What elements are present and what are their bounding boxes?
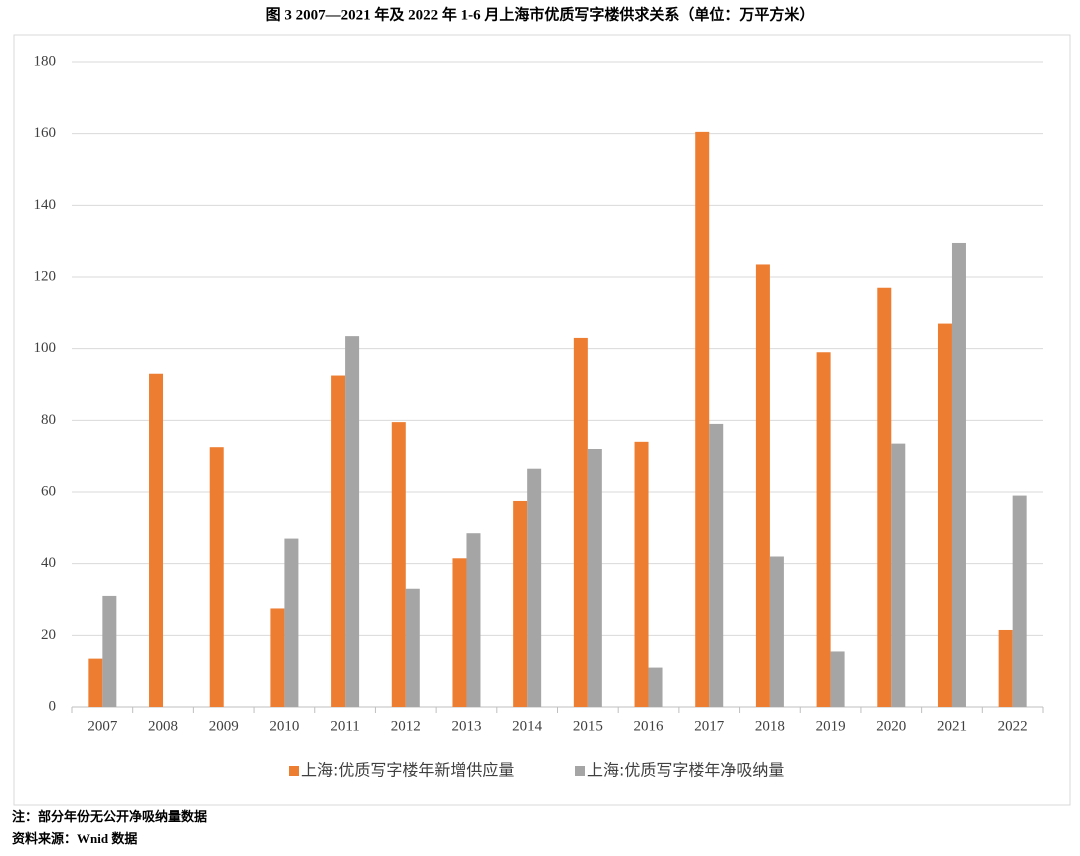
x-tick-label: 2014 (512, 718, 543, 734)
bar (331, 375, 346, 707)
bar (270, 608, 285, 707)
y-tick-label: 140 (34, 197, 57, 213)
y-tick-label: 20 (41, 627, 56, 643)
legend-label: 上海:优质写字楼年净吸纳量 (587, 761, 784, 780)
bar (709, 423, 724, 707)
x-tick-label: 2020 (876, 718, 906, 734)
x-tick-label: 2010 (269, 718, 299, 734)
bar (284, 538, 299, 707)
bar (755, 264, 770, 707)
bar (466, 533, 481, 707)
x-tick-label: 2017 (694, 718, 725, 734)
bar (951, 242, 966, 708)
y-tick-label: 100 (34, 340, 57, 356)
x-tick-label: 2007 (87, 718, 118, 734)
y-tick-label: 40 (41, 555, 56, 571)
bar (998, 629, 1013, 707)
legend-label: 上海:优质写字楼年新增供应量 (301, 761, 514, 780)
x-tick-label: 2013 (451, 718, 481, 734)
chart-title: 图 3 2007—2021 年及 2022 年 1-6 月上海市优质写字楼供求关… (266, 5, 815, 23)
x-tick-label: 2008 (148, 718, 178, 734)
x-tick-label: 2012 (391, 718, 421, 734)
y-tick-label: 60 (41, 483, 56, 499)
y-tick-label: 0 (49, 698, 57, 714)
footnote: 资料来源：Wnid 数据 (12, 831, 137, 846)
bar (405, 588, 420, 707)
bar (769, 556, 784, 707)
bar (102, 595, 117, 707)
bar (391, 422, 406, 707)
x-tick-label: 2021 (937, 718, 967, 734)
x-tick-label: 2022 (998, 718, 1028, 734)
y-tick-label: 160 (34, 125, 57, 141)
x-tick-label: 2018 (755, 718, 785, 734)
x-tick-label: 2016 (634, 718, 665, 734)
x-tick-label: 2015 (573, 718, 603, 734)
bar (937, 323, 952, 707)
bar (452, 558, 467, 707)
y-tick-label: 80 (41, 412, 56, 428)
bar (1012, 495, 1027, 707)
x-tick-label: 2019 (816, 718, 846, 734)
y-tick-label: 180 (34, 53, 57, 69)
legend-swatch (575, 766, 585, 776)
bar (587, 449, 602, 707)
bar (816, 352, 831, 707)
bar (573, 337, 588, 707)
bar (209, 447, 224, 707)
bar (891, 443, 906, 707)
x-tick-label: 2009 (209, 718, 239, 734)
x-tick-label: 2011 (330, 718, 359, 734)
chart-frame (13, 34, 1071, 806)
bar (830, 651, 845, 707)
bar (345, 336, 360, 707)
footnote: 注：部分年份无公开净吸纳量数据 (12, 809, 207, 824)
bar (513, 500, 528, 707)
bar (527, 468, 542, 707)
y-tick-label: 120 (34, 268, 57, 284)
bar (88, 658, 103, 707)
bar (877, 287, 892, 707)
bar (149, 373, 164, 707)
bar (634, 441, 649, 707)
legend-swatch (289, 766, 299, 776)
bar (695, 131, 710, 707)
bar (648, 667, 663, 707)
